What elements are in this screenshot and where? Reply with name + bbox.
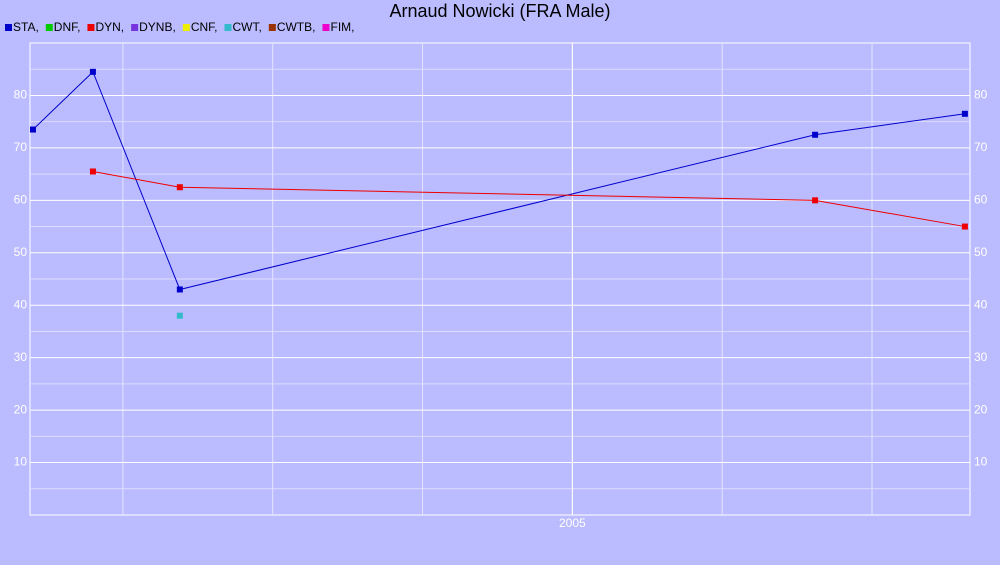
legend-label: STA,	[13, 20, 39, 34]
data-point	[961, 110, 968, 117]
data-point	[812, 197, 819, 204]
series-line	[92, 170, 965, 228]
legend-swatch	[182, 24, 190, 31]
data-point	[176, 286, 183, 293]
y2-tick-label: 30	[974, 350, 988, 364]
legend-swatch	[45, 24, 53, 31]
y2-tick-label: 60	[974, 193, 988, 207]
y-tick-label: 40	[14, 297, 28, 311]
x-tick-label: 2005	[559, 516, 586, 530]
legend-label: DNF,	[54, 20, 81, 34]
y-tick-label: 60	[14, 193, 28, 207]
legend-swatch	[87, 24, 95, 31]
legend-label: CNF,	[191, 20, 218, 34]
data-point	[29, 126, 36, 133]
y-tick-label: 20	[14, 402, 28, 416]
data-point	[89, 68, 96, 75]
y2-tick-label: 80	[974, 88, 988, 102]
data-point	[89, 168, 96, 175]
y-tick-label: 80	[14, 88, 28, 102]
y-tick-label: 70	[14, 140, 28, 154]
legend-swatch	[131, 24, 139, 31]
y2-tick-label: 50	[974, 245, 988, 259]
data-point	[176, 184, 183, 191]
legend-swatch	[322, 24, 330, 31]
data-point	[812, 131, 819, 138]
legend-swatch	[268, 24, 276, 31]
legend-swatch	[224, 24, 232, 31]
legend-label: CWT,	[232, 20, 261, 34]
data-point	[961, 223, 968, 230]
legend-swatch	[5, 24, 12, 31]
y-tick-label: 50	[14, 245, 28, 259]
legend-label: DYN,	[95, 20, 124, 34]
data-point	[176, 312, 183, 319]
legend-label: DYNB,	[139, 20, 176, 34]
legend-label: CWTB,	[277, 20, 316, 34]
y-tick-label: 10	[14, 455, 28, 469]
y2-tick-label: 20	[974, 402, 988, 416]
y2-tick-label: 40	[974, 297, 988, 311]
y2-tick-label: 70	[974, 140, 988, 154]
legend-label: FIM,	[330, 20, 354, 34]
y2-tick-label: 10	[974, 455, 988, 469]
chart-title: Arnaud Nowicki (FRA Male)	[389, 1, 610, 21]
y-tick-label: 30	[14, 350, 28, 364]
